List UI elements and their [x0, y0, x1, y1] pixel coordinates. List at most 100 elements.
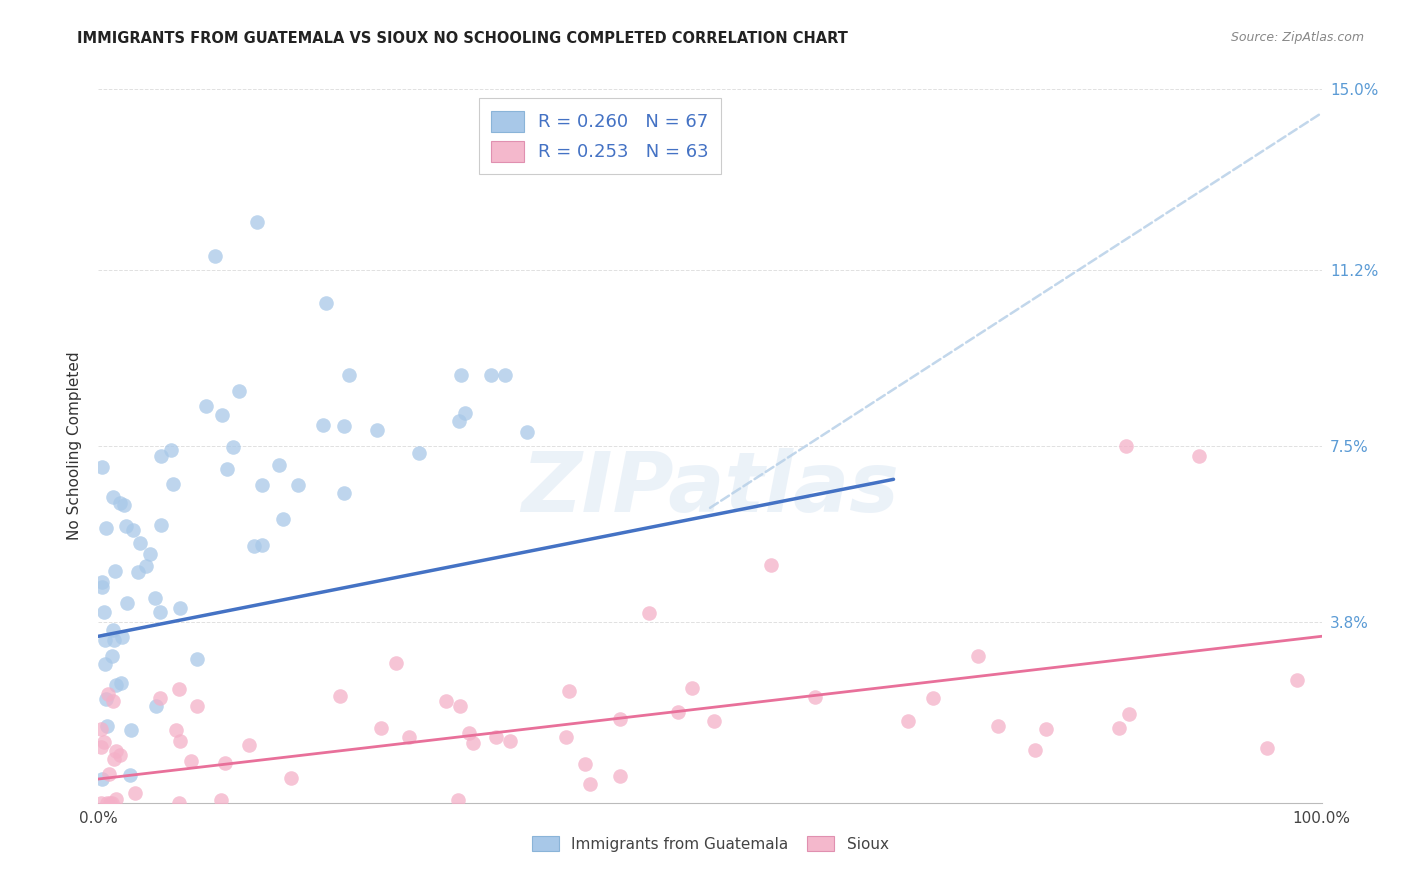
Point	[449, 698, 471, 713]
Point	[398, 731, 420, 745]
Point	[90, 739, 112, 754]
Point	[211, 408, 233, 422]
Point	[804, 690, 827, 704]
Point	[366, 423, 388, 437]
Point	[100, 649, 122, 664]
Point	[105, 791, 128, 805]
Point	[481, 368, 503, 382]
Point	[90, 796, 112, 810]
Point	[450, 368, 472, 382]
Point	[666, 705, 689, 719]
Point	[194, 399, 217, 413]
Point	[105, 743, 128, 757]
Point	[124, 786, 146, 800]
Point	[269, 458, 291, 472]
Point	[243, 539, 266, 553]
Point	[110, 747, 132, 762]
Point	[150, 449, 173, 463]
Point	[1108, 721, 1130, 735]
Point	[101, 490, 124, 504]
Point	[1035, 722, 1057, 736]
Point	[139, 547, 162, 561]
Point	[180, 755, 202, 769]
Point	[160, 443, 183, 458]
Point	[1188, 449, 1211, 463]
Point	[91, 772, 114, 786]
Point	[110, 676, 132, 690]
Point	[578, 777, 600, 791]
Point	[186, 699, 208, 714]
Point	[104, 678, 127, 692]
Point	[91, 581, 114, 595]
Point	[93, 605, 115, 619]
Point	[280, 771, 302, 785]
Point	[609, 769, 631, 783]
Point	[516, 425, 538, 439]
Point	[370, 721, 392, 735]
Point	[315, 296, 337, 310]
Point	[169, 601, 191, 615]
Legend: Immigrants from Guatemala, Sioux: Immigrants from Guatemala, Sioux	[524, 828, 896, 859]
Point	[222, 440, 245, 454]
Point	[609, 712, 631, 726]
Point	[1256, 741, 1278, 756]
Point	[93, 735, 115, 749]
Point	[312, 417, 335, 432]
Point	[93, 657, 115, 671]
Point	[110, 496, 132, 510]
Point	[215, 462, 238, 476]
Point	[115, 596, 138, 610]
Point	[97, 687, 120, 701]
Point	[135, 559, 157, 574]
Point	[165, 723, 187, 738]
Point	[337, 368, 360, 382]
Point	[287, 478, 309, 492]
Point	[98, 767, 121, 781]
Point	[94, 521, 117, 535]
Point	[162, 477, 184, 491]
Point	[228, 384, 250, 399]
Point	[1285, 673, 1308, 688]
Point	[98, 796, 121, 810]
Point	[761, 558, 783, 572]
Point	[250, 539, 273, 553]
Point	[120, 723, 142, 737]
Point	[967, 649, 990, 664]
Point	[186, 652, 208, 666]
Point	[149, 517, 172, 532]
Point	[554, 730, 576, 744]
Point	[93, 633, 115, 648]
Point	[149, 691, 172, 706]
Point	[90, 723, 112, 737]
Point	[129, 535, 152, 549]
Point	[494, 368, 516, 382]
Point	[987, 719, 1010, 733]
Point	[250, 478, 273, 492]
Point	[333, 419, 356, 434]
Point	[204, 249, 226, 263]
Point	[143, 591, 166, 605]
Point	[209, 792, 232, 806]
Point	[112, 498, 135, 512]
Point	[638, 606, 661, 620]
Point	[121, 523, 143, 537]
Text: Source: ZipAtlas.com: Source: ZipAtlas.com	[1230, 31, 1364, 45]
Point	[96, 796, 118, 810]
Point	[118, 768, 141, 782]
Point	[91, 459, 114, 474]
Point	[1118, 706, 1140, 721]
Point	[104, 564, 127, 578]
Point	[114, 519, 136, 533]
Text: IMMIGRANTS FROM GUATEMALA VS SIOUX NO SCHOOLING COMPLETED CORRELATION CHART: IMMIGRANTS FROM GUATEMALA VS SIOUX NO SC…	[77, 31, 848, 46]
Point	[91, 575, 114, 590]
Point	[101, 796, 124, 810]
Point	[101, 623, 124, 637]
Point	[434, 694, 457, 708]
Point	[167, 682, 190, 697]
Point	[238, 738, 260, 752]
Text: ZIPatlas: ZIPatlas	[522, 449, 898, 529]
Point	[922, 691, 945, 706]
Point	[103, 694, 125, 708]
Point	[499, 734, 522, 748]
Point	[246, 215, 269, 229]
